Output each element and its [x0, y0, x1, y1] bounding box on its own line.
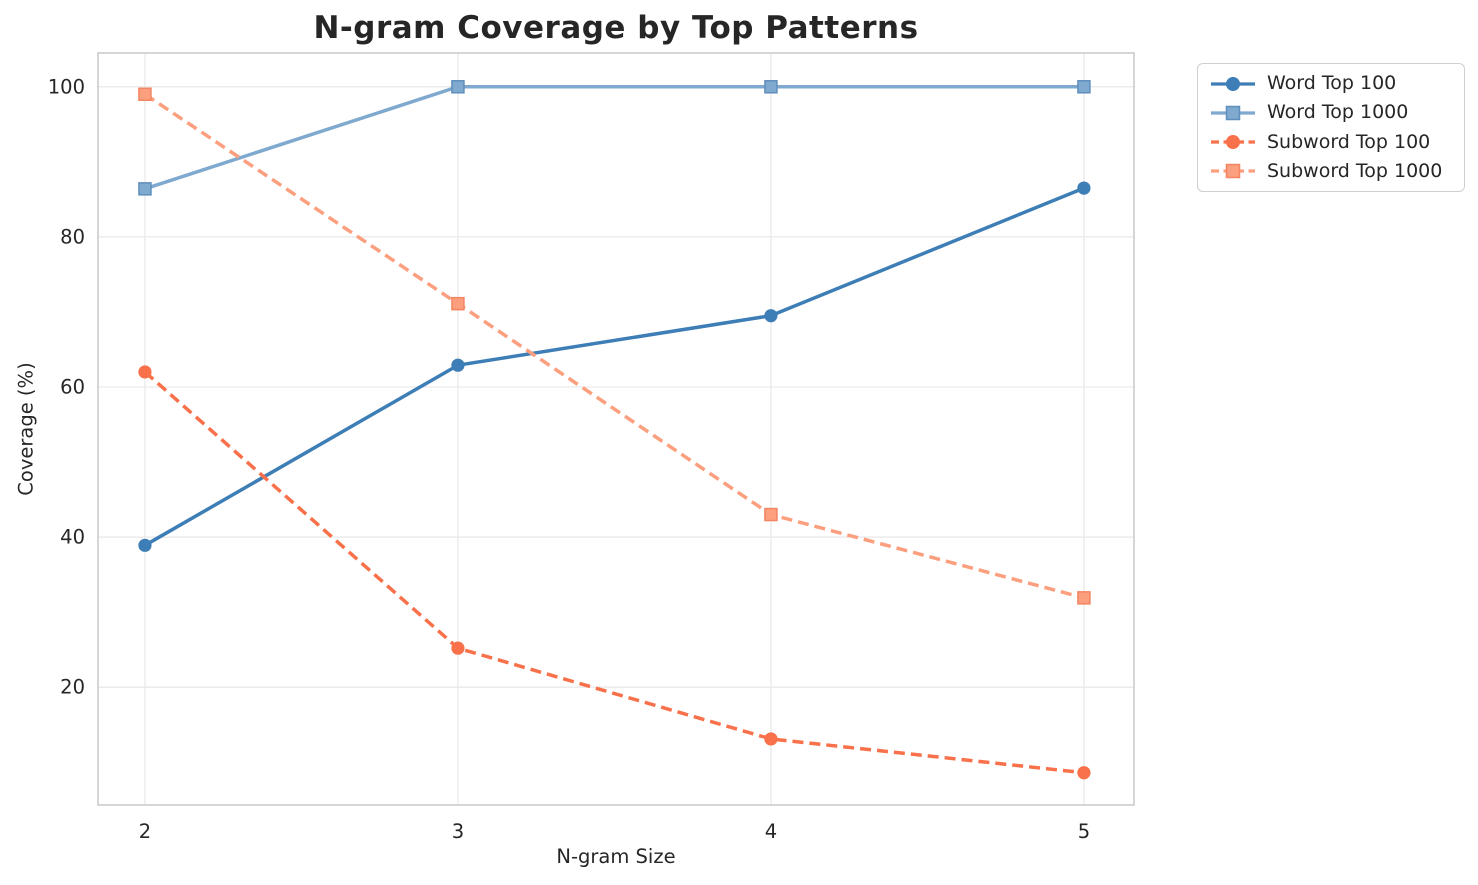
- legend-label: Word Top 1000: [1267, 101, 1409, 124]
- y-axis-label: Coverage (%): [14, 362, 38, 496]
- data-point-marker: [451, 296, 465, 311]
- data-point-marker: [451, 641, 465, 655]
- series-line-2: [144, 85, 1084, 191]
- y-tick-label: 100: [48, 75, 85, 98]
- data-point-marker: [1077, 766, 1091, 780]
- legend-item: Word Top 1000: [1210, 99, 1452, 127]
- x-axis-label: N-gram Size: [556, 845, 676, 868]
- data-point-marker: [451, 358, 465, 372]
- legend-item: Word Top 100: [1210, 70, 1452, 98]
- y-tick-label: 40: [60, 526, 85, 549]
- legend: Word Top 100 Word Top 1000 Subword Top 100…: [1197, 63, 1465, 192]
- legend-sample-icon: [1211, 105, 1255, 121]
- square-marker-icon: [1225, 105, 1241, 121]
- legend-sample-icon: [1211, 76, 1255, 91]
- circle-marker-icon: [1226, 135, 1240, 150]
- x-tick-label: 4: [765, 820, 777, 843]
- series-line-3: [143, 370, 1085, 775]
- data-point-marker: [1077, 181, 1091, 195]
- series-line-4: [143, 92, 1085, 600]
- data-point-marker: [1077, 80, 1091, 94]
- data-point-marker: [764, 309, 778, 323]
- legend-label: Subword Top 100: [1267, 130, 1431, 153]
- data-point-marker: [138, 182, 152, 196]
- legend-label: Word Top 100: [1267, 72, 1397, 95]
- legend-item: Subword Top 1000: [1210, 157, 1452, 185]
- series-line-1: [144, 186, 1085, 547]
- x-tick-label: 2: [139, 820, 151, 843]
- legend-label: Subword Top 1000: [1267, 159, 1443, 182]
- y-tick-label: 20: [60, 676, 85, 699]
- data-point-marker: [764, 80, 778, 94]
- data-point-marker: [764, 507, 778, 522]
- x-tick-label: 5: [1078, 820, 1090, 843]
- y-tick-label: 80: [60, 225, 85, 248]
- square-marker-icon: [1225, 164, 1241, 179]
- data-point-marker: [138, 538, 152, 552]
- data-point-marker: [451, 80, 465, 94]
- data-point-marker: [764, 732, 778, 746]
- legend-item: Subword Top 100: [1210, 128, 1452, 156]
- data-point-marker: [1077, 591, 1091, 605]
- data-point-marker: [138, 87, 152, 102]
- data-point-marker: [138, 365, 152, 379]
- x-tick-label: 3: [452, 820, 464, 843]
- chart-title: N-gram Coverage by Top Patterns: [313, 10, 919, 46]
- y-tick-label: 60: [60, 375, 85, 398]
- circle-marker-icon: [1226, 76, 1240, 91]
- axes-spines: [97, 52, 1135, 806]
- legend-sample-icon: [1211, 164, 1255, 179]
- legend-sample-icon: [1211, 135, 1255, 150]
